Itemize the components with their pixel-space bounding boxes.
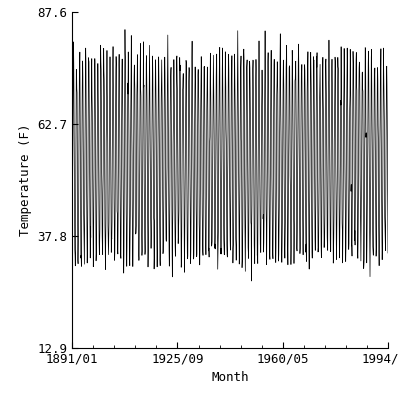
X-axis label: Month: Month [211,372,249,384]
Y-axis label: Temperature (F): Temperature (F) [18,124,32,236]
